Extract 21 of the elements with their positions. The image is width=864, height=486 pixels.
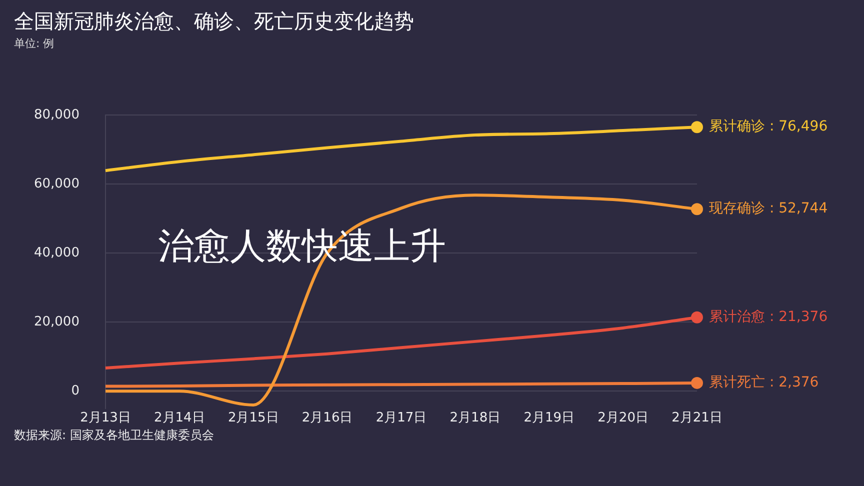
y-tick-label: 0 bbox=[71, 384, 80, 399]
text: 累计死亡 : 2,376 bbox=[709, 374, 819, 391]
source-note: 数据来源: 国家及各地卫生健康委员会 bbox=[14, 427, 214, 444]
x-tick-label: 2月15日 bbox=[228, 410, 279, 426]
text: 现存确诊 : 52,744 bbox=[709, 200, 828, 217]
x-tick-label: 2月14日 bbox=[154, 410, 205, 426]
text: 累计确诊 : 76,496 bbox=[709, 118, 828, 135]
x-tick-label: 2月16日 bbox=[302, 410, 353, 426]
text: 累计治愈 : 21,376 bbox=[709, 308, 828, 325]
y-tick-label: 20,000 bbox=[34, 314, 80, 330]
x-tick-label: 2月13日 bbox=[80, 410, 131, 426]
chart-title: 全国新冠肺炎治愈、确诊、死亡历史变化趋势 bbox=[14, 8, 414, 35]
x-tick-label: 2月19日 bbox=[524, 410, 575, 426]
x-tick-label: 2月21日 bbox=[672, 410, 722, 426]
x-tick-label: 2月17日 bbox=[376, 410, 427, 426]
x-tick-label: 2月20日 bbox=[598, 410, 648, 426]
y-tick-label: 80,000 bbox=[34, 107, 80, 122]
x-tick-label: 2月18日 bbox=[450, 410, 501, 426]
chart-subtitle: 单位: 例 bbox=[14, 36, 54, 51]
y-tick-label: 60,000 bbox=[34, 176, 80, 192]
y-tick-label: 40,000 bbox=[34, 245, 80, 260]
